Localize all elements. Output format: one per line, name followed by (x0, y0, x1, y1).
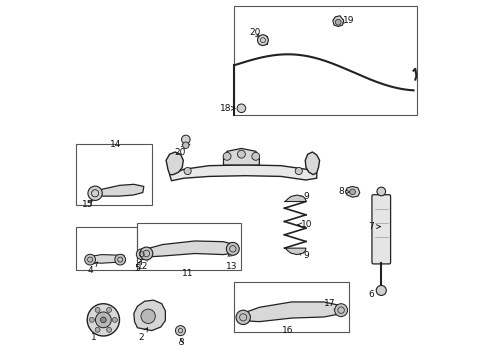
Bar (76, 144, 152, 205)
Text: 17: 17 (323, 299, 338, 310)
Circle shape (115, 254, 125, 265)
Text: 12: 12 (137, 257, 148, 271)
Circle shape (95, 307, 100, 312)
Circle shape (335, 19, 341, 25)
Polygon shape (285, 195, 306, 202)
Polygon shape (333, 16, 343, 27)
Text: 10: 10 (298, 220, 313, 229)
Circle shape (237, 104, 245, 113)
Polygon shape (345, 186, 360, 197)
Text: 16: 16 (282, 326, 294, 335)
Polygon shape (170, 165, 317, 181)
Text: 11: 11 (182, 269, 194, 278)
Text: 3: 3 (178, 338, 184, 347)
Text: 20: 20 (249, 28, 261, 37)
Text: 19: 19 (340, 16, 355, 25)
Circle shape (377, 187, 386, 196)
Circle shape (238, 150, 245, 158)
Text: 5: 5 (135, 260, 142, 274)
Circle shape (96, 312, 111, 328)
Polygon shape (95, 184, 144, 196)
Circle shape (175, 325, 186, 336)
Circle shape (184, 167, 191, 175)
Text: 9: 9 (298, 251, 310, 260)
Bar (137, 223, 242, 270)
Circle shape (295, 167, 302, 175)
Circle shape (376, 285, 386, 296)
Text: 8: 8 (338, 187, 350, 196)
Polygon shape (285, 248, 306, 255)
Circle shape (95, 327, 100, 332)
Circle shape (107, 307, 112, 312)
Bar (234, 6, 417, 116)
Circle shape (335, 304, 347, 317)
Circle shape (87, 304, 120, 336)
Text: 18: 18 (220, 104, 235, 113)
Circle shape (350, 189, 355, 195)
Bar (234, 282, 349, 332)
Text: 6: 6 (368, 288, 381, 299)
Text: 13: 13 (225, 252, 237, 271)
Circle shape (100, 317, 106, 323)
Text: 2: 2 (138, 328, 147, 342)
Text: 20: 20 (174, 145, 185, 157)
Circle shape (136, 249, 147, 260)
Circle shape (107, 327, 112, 332)
Text: 4: 4 (87, 262, 98, 275)
Polygon shape (134, 300, 166, 330)
Text: 9: 9 (298, 192, 310, 201)
Circle shape (236, 310, 250, 324)
FancyBboxPatch shape (372, 195, 391, 264)
Polygon shape (305, 152, 319, 175)
Circle shape (88, 186, 102, 201)
Circle shape (226, 242, 239, 255)
Circle shape (112, 318, 117, 322)
Circle shape (223, 152, 231, 160)
Circle shape (183, 142, 189, 148)
Polygon shape (240, 302, 343, 321)
Circle shape (181, 135, 190, 144)
Text: 1: 1 (91, 329, 103, 342)
Text: 14: 14 (109, 140, 121, 149)
Text: 7: 7 (368, 222, 380, 231)
Polygon shape (87, 255, 125, 263)
Circle shape (141, 309, 155, 323)
Polygon shape (223, 148, 259, 165)
Circle shape (258, 35, 269, 45)
Circle shape (89, 318, 95, 322)
Circle shape (252, 152, 260, 160)
Circle shape (85, 254, 96, 265)
Text: 15: 15 (82, 200, 94, 209)
Polygon shape (166, 152, 183, 175)
Bar (76, 226, 137, 270)
Circle shape (140, 247, 153, 260)
Polygon shape (143, 241, 237, 257)
